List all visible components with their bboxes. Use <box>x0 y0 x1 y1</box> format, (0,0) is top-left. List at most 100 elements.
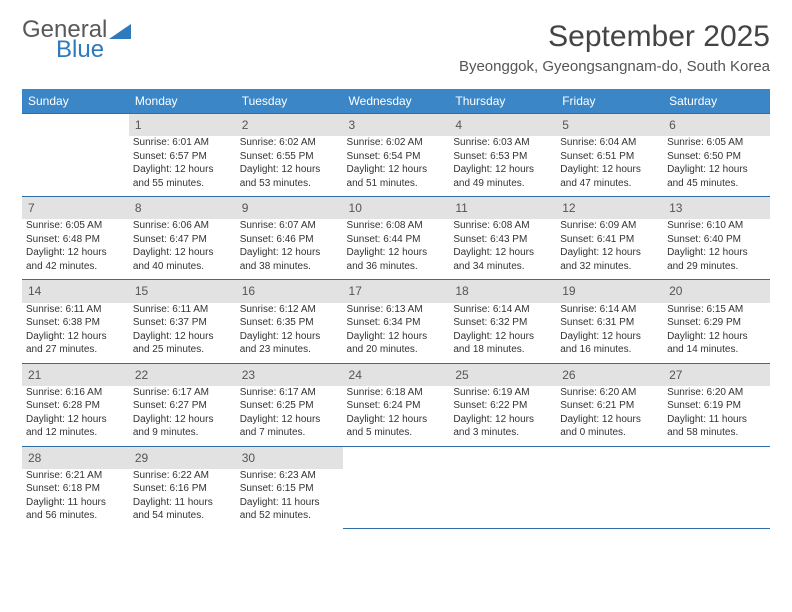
day-detail-line: Sunset: 6:55 PM <box>240 150 339 164</box>
day-detail-line: Daylight: 12 hours and 27 minutes. <box>26 330 125 357</box>
day-detail-line: Sunrise: 6:03 AM <box>453 136 552 150</box>
logo-block: General Blue <box>22 18 133 64</box>
day-detail-line: Sunrise: 6:17 AM <box>133 386 232 400</box>
day-detail-line: Sunrise: 6:05 AM <box>667 136 766 150</box>
day-content-cell: Sunrise: 6:14 AMSunset: 6:32 PMDaylight:… <box>449 303 556 364</box>
day-content-cell: Sunrise: 6:22 AMSunset: 6:16 PMDaylight:… <box>129 469 236 529</box>
day-number-cell: 30 <box>236 446 343 469</box>
day-detail-line: Daylight: 12 hours and 38 minutes. <box>240 246 339 273</box>
day-number-cell: 16 <box>236 280 343 303</box>
week-content-row: Sunrise: 6:01 AMSunset: 6:57 PMDaylight:… <box>22 136 770 197</box>
day-detail-line: Daylight: 12 hours and 51 minutes. <box>347 163 446 190</box>
day-detail-line: Sunset: 6:29 PM <box>667 316 766 330</box>
day-detail-line: Sunset: 6:31 PM <box>560 316 659 330</box>
logo-triangle-icon <box>109 18 131 42</box>
day-number-cell <box>22 114 129 137</box>
day-content-cell: Sunrise: 6:20 AMSunset: 6:19 PMDaylight:… <box>663 386 770 447</box>
day-detail-line: Sunrise: 6:20 AM <box>560 386 659 400</box>
day-detail-line: Sunrise: 6:14 AM <box>453 303 552 317</box>
day-number-cell: 29 <box>129 446 236 469</box>
week-number-row: 123456 <box>22 114 770 137</box>
day-header: Sunday <box>22 89 129 114</box>
day-content-cell: Sunrise: 6:09 AMSunset: 6:41 PMDaylight:… <box>556 219 663 280</box>
day-header: Tuesday <box>236 89 343 114</box>
day-content-cell: Sunrise: 6:04 AMSunset: 6:51 PMDaylight:… <box>556 136 663 197</box>
day-number-cell: 24 <box>343 363 450 386</box>
day-detail-line: Sunrise: 6:08 AM <box>347 219 446 233</box>
day-detail-line: Sunrise: 6:11 AM <box>26 303 125 317</box>
day-detail-line: Sunset: 6:51 PM <box>560 150 659 164</box>
week-number-row: 21222324252627 <box>22 363 770 386</box>
day-number-cell: 22 <box>129 363 236 386</box>
day-detail-line: Daylight: 11 hours and 52 minutes. <box>240 496 339 523</box>
day-detail-line: Sunrise: 6:22 AM <box>133 469 232 483</box>
day-detail-line: Sunset: 6:24 PM <box>347 399 446 413</box>
day-header: Friday <box>556 89 663 114</box>
day-number-cell: 13 <box>663 197 770 220</box>
day-number-cell <box>449 446 556 469</box>
day-detail-line: Daylight: 12 hours and 12 minutes. <box>26 413 125 440</box>
day-detail-line: Daylight: 12 hours and 23 minutes. <box>240 330 339 357</box>
day-detail-line: Daylight: 12 hours and 25 minutes. <box>133 330 232 357</box>
day-detail-line: Sunrise: 6:11 AM <box>133 303 232 317</box>
day-number-cell <box>663 446 770 469</box>
day-detail-line: Sunset: 6:47 PM <box>133 233 232 247</box>
day-detail-line: Sunset: 6:40 PM <box>667 233 766 247</box>
day-detail-line: Sunset: 6:37 PM <box>133 316 232 330</box>
day-content-cell <box>343 469 450 529</box>
day-detail-line: Daylight: 11 hours and 54 minutes. <box>133 496 232 523</box>
day-detail-line: Sunset: 6:35 PM <box>240 316 339 330</box>
day-detail-line: Daylight: 12 hours and 45 minutes. <box>667 163 766 190</box>
day-number-cell: 25 <box>449 363 556 386</box>
day-detail-line: Daylight: 12 hours and 9 minutes. <box>133 413 232 440</box>
calendar-table: Sunday Monday Tuesday Wednesday Thursday… <box>22 89 770 529</box>
day-detail-line: Sunrise: 6:10 AM <box>667 219 766 233</box>
day-header: Wednesday <box>343 89 450 114</box>
day-content-cell: Sunrise: 6:02 AMSunset: 6:55 PMDaylight:… <box>236 136 343 197</box>
week-number-row: 14151617181920 <box>22 280 770 303</box>
day-content-cell: Sunrise: 6:23 AMSunset: 6:15 PMDaylight:… <box>236 469 343 529</box>
day-content-cell: Sunrise: 6:11 AMSunset: 6:38 PMDaylight:… <box>22 303 129 364</box>
day-detail-line: Sunrise: 6:04 AM <box>560 136 659 150</box>
day-number-cell <box>556 446 663 469</box>
day-content-cell: Sunrise: 6:06 AMSunset: 6:47 PMDaylight:… <box>129 219 236 280</box>
day-content-cell: Sunrise: 6:15 AMSunset: 6:29 PMDaylight:… <box>663 303 770 364</box>
day-detail-line: Sunset: 6:21 PM <box>560 399 659 413</box>
day-detail-line: Sunrise: 6:01 AM <box>133 136 232 150</box>
day-detail-line: Daylight: 12 hours and 14 minutes. <box>667 330 766 357</box>
day-number-cell: 11 <box>449 197 556 220</box>
day-detail-line: Daylight: 12 hours and 20 minutes. <box>347 330 446 357</box>
day-content-cell: Sunrise: 6:08 AMSunset: 6:44 PMDaylight:… <box>343 219 450 280</box>
day-content-cell: Sunrise: 6:18 AMSunset: 6:24 PMDaylight:… <box>343 386 450 447</box>
day-detail-line: Sunrise: 6:12 AM <box>240 303 339 317</box>
day-content-cell: Sunrise: 6:19 AMSunset: 6:22 PMDaylight:… <box>449 386 556 447</box>
day-detail-line: Sunrise: 6:08 AM <box>453 219 552 233</box>
page-subtitle: Byeonggok, Gyeongsangnam-do, South Korea <box>459 58 770 75</box>
day-content-cell: Sunrise: 6:10 AMSunset: 6:40 PMDaylight:… <box>663 219 770 280</box>
day-detail-line: Sunset: 6:44 PM <box>347 233 446 247</box>
day-number-cell: 19 <box>556 280 663 303</box>
day-detail-line: Daylight: 12 hours and 0 minutes. <box>560 413 659 440</box>
day-detail-line: Daylight: 12 hours and 18 minutes. <box>453 330 552 357</box>
day-detail-line: Sunrise: 6:07 AM <box>240 219 339 233</box>
title-block: September 2025 Byeonggok, Gyeongsangnam-… <box>459 18 770 85</box>
day-detail-line: Sunrise: 6:13 AM <box>347 303 446 317</box>
day-content-cell: Sunrise: 6:05 AMSunset: 6:50 PMDaylight:… <box>663 136 770 197</box>
day-detail-line: Sunset: 6:41 PM <box>560 233 659 247</box>
day-number-cell: 7 <box>22 197 129 220</box>
day-content-cell: Sunrise: 6:01 AMSunset: 6:57 PMDaylight:… <box>129 136 236 197</box>
day-detail-line: Sunset: 6:19 PM <box>667 399 766 413</box>
day-detail-line: Sunset: 6:54 PM <box>347 150 446 164</box>
day-number-cell: 20 <box>663 280 770 303</box>
day-number-cell: 28 <box>22 446 129 469</box>
day-content-cell: Sunrise: 6:02 AMSunset: 6:54 PMDaylight:… <box>343 136 450 197</box>
calendar-page: General Blue September 2025 Byeonggok, G… <box>0 0 792 547</box>
day-content-cell: Sunrise: 6:13 AMSunset: 6:34 PMDaylight:… <box>343 303 450 364</box>
day-content-cell: Sunrise: 6:12 AMSunset: 6:35 PMDaylight:… <box>236 303 343 364</box>
day-detail-line: Sunset: 6:22 PM <box>453 399 552 413</box>
week-content-row: Sunrise: 6:11 AMSunset: 6:38 PMDaylight:… <box>22 303 770 364</box>
day-detail-line: Sunrise: 6:18 AM <box>347 386 446 400</box>
day-detail-line: Sunset: 6:28 PM <box>26 399 125 413</box>
day-detail-line: Daylight: 12 hours and 47 minutes. <box>560 163 659 190</box>
day-detail-line: Sunrise: 6:15 AM <box>667 303 766 317</box>
